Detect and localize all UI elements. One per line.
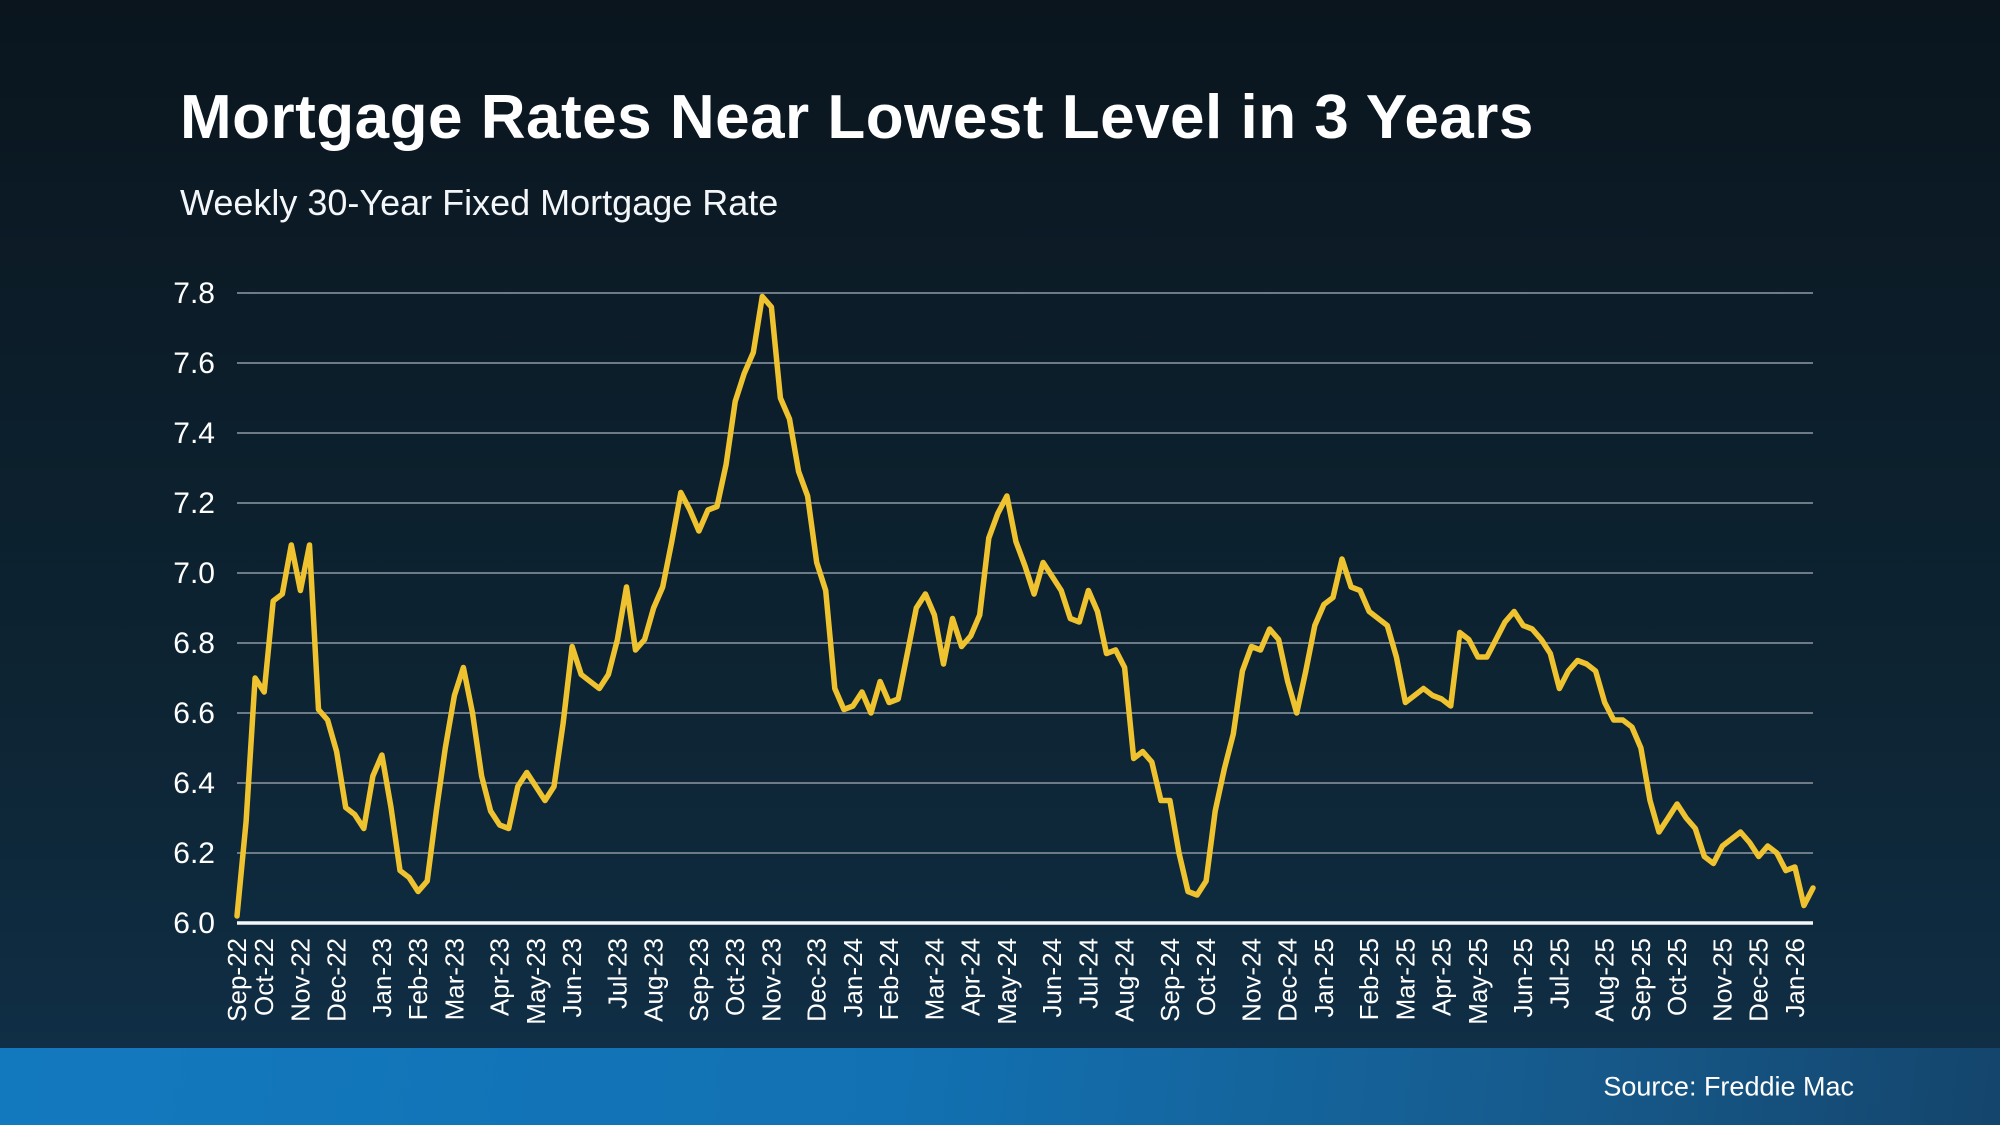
y-tick-label: 7.8 bbox=[173, 277, 215, 310]
x-tick-label: Oct-23 bbox=[720, 938, 750, 1016]
x-tick-label: Oct-22 bbox=[249, 938, 279, 1016]
x-tick-label: Mar-23 bbox=[439, 938, 469, 1020]
x-tick-label: Jun-25 bbox=[1508, 938, 1538, 1018]
x-tick-label: Jan-25 bbox=[1309, 938, 1339, 1018]
y-tick-label: 7.0 bbox=[173, 557, 215, 590]
source-label: Source: Freddie Mac bbox=[1603, 1071, 1854, 1101]
x-tick-label: Jan-26 bbox=[1780, 938, 1810, 1018]
x-tick-label: May-25 bbox=[1463, 938, 1493, 1025]
x-tick-label: Oct-24 bbox=[1191, 938, 1221, 1016]
chart-title: Mortgage Rates Near Lowest Level in 3 Ye… bbox=[180, 83, 1534, 152]
x-tick-label: Aug-23 bbox=[639, 938, 669, 1022]
y-tick-label: 7.2 bbox=[173, 487, 215, 520]
x-tick-label: Apr-24 bbox=[956, 938, 986, 1016]
x-tick-label: Dec-22 bbox=[322, 938, 352, 1022]
x-tick-label: Apr-25 bbox=[1427, 938, 1457, 1016]
x-tick-label: Jan-24 bbox=[838, 938, 868, 1018]
y-tick-label: 6.0 bbox=[173, 907, 215, 940]
x-tick-label: Mar-25 bbox=[1390, 938, 1420, 1020]
y-tick-label: 7.6 bbox=[173, 347, 215, 380]
x-tick-label: Feb-25 bbox=[1354, 938, 1384, 1020]
y-tick-label: 7.4 bbox=[173, 417, 215, 450]
x-tick-label: Aug-24 bbox=[1110, 938, 1140, 1022]
x-tick-label: Dec-25 bbox=[1744, 938, 1774, 1022]
x-tick-label: Dec-23 bbox=[802, 938, 832, 1022]
x-tick-label: May-23 bbox=[521, 938, 551, 1025]
x-tick-label: Sep-24 bbox=[1155, 938, 1185, 1022]
chart-subtitle: Weekly 30-Year Fixed Mortgage Rate bbox=[180, 182, 779, 223]
x-tick-label: Sep-25 bbox=[1626, 938, 1656, 1022]
x-tick-label: Jul-25 bbox=[1544, 938, 1574, 1009]
x-tick-label: Nov-25 bbox=[1707, 938, 1737, 1022]
x-tick-label: Nov-22 bbox=[285, 938, 315, 1022]
x-tick-label: Sep-23 bbox=[684, 938, 714, 1022]
x-tick-label: Nov-23 bbox=[756, 938, 786, 1022]
x-tick-label: Sep-22 bbox=[222, 938, 252, 1022]
x-tick-label: May-24 bbox=[992, 938, 1022, 1025]
x-tick-label: Jul-24 bbox=[1073, 938, 1103, 1009]
x-tick-label: Nov-24 bbox=[1236, 938, 1266, 1022]
x-tick-label: Feb-24 bbox=[874, 938, 904, 1020]
footer-bar: Source: Freddie Mac bbox=[0, 1048, 2000, 1125]
x-tick-label: Jun-24 bbox=[1037, 938, 1067, 1018]
x-tick-label: Jul-23 bbox=[602, 938, 632, 1009]
y-tick-label: 6.4 bbox=[173, 767, 215, 800]
y-tick-label: 6.2 bbox=[173, 837, 215, 870]
rate-line bbox=[234, 293, 1816, 919]
y-tick-label: 6.6 bbox=[173, 697, 215, 730]
y-tick-label: 6.8 bbox=[173, 627, 215, 660]
x-tick-label: Jun-23 bbox=[557, 938, 587, 1018]
x-tick-label: Mar-24 bbox=[919, 938, 949, 1020]
x-tick-label: Aug-25 bbox=[1590, 938, 1620, 1022]
x-tick-label: Jan-23 bbox=[367, 938, 397, 1018]
x-tick-label: Oct-25 bbox=[1662, 938, 1692, 1016]
x-tick-label: Apr-23 bbox=[485, 938, 515, 1016]
x-tick-label: Dec-24 bbox=[1273, 938, 1303, 1022]
x-tick-label: Feb-23 bbox=[403, 938, 433, 1020]
